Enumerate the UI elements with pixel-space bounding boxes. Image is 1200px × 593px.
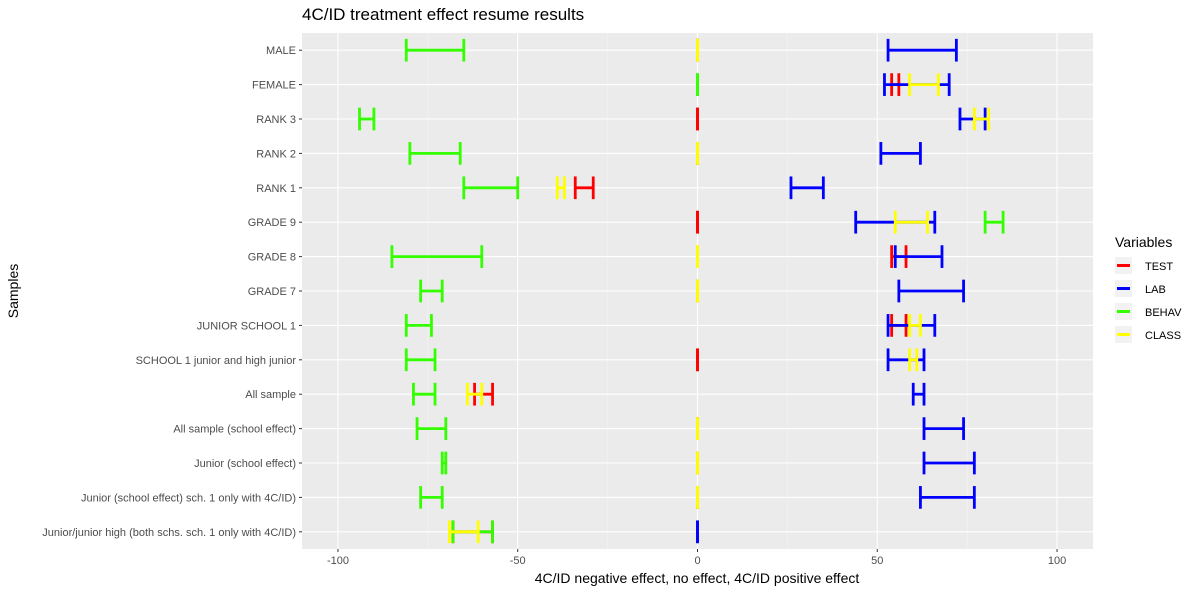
y-tick-label: Junior/junior high (both schs. sch. 1 on… [42, 527, 296, 539]
errorbar-class [893, 210, 930, 234]
errorbar-lab [886, 38, 958, 62]
y-tick-label: MALE [266, 45, 296, 57]
errorbar-class [465, 382, 484, 406]
x-tick-label: 50 [871, 555, 883, 567]
legend-label-behav: BEHAV [1145, 307, 1182, 319]
y-tick-label: GRADE 8 [248, 252, 296, 264]
errorbar-behav [415, 417, 448, 440]
y-tick-label: RANK 2 [256, 148, 296, 160]
legend-label-class: CLASS [1145, 330, 1181, 342]
errorbar-behav [404, 314, 433, 337]
errorbar-behav [358, 107, 376, 131]
legend-label-lab: LAB [1145, 284, 1166, 296]
errorbars [358, 38, 1005, 544]
errorbar-behav [462, 176, 520, 200]
errorbar-behav [404, 38, 466, 62]
errorbar-lab [789, 176, 825, 200]
errorbar-behav [419, 486, 444, 509]
errorbar-class [908, 73, 940, 96]
y-tick-label: GRADE 9 [248, 217, 296, 229]
errorbar-lab [897, 279, 965, 303]
y-tick-label: Junior (school effect) [194, 458, 296, 470]
errorbar-behav [419, 279, 444, 303]
y-tick-label: Junior (school effect) sch. 1 only with … [81, 492, 296, 504]
errorbar-class [448, 520, 480, 544]
y-tick-label: All sample (school effect) [173, 424, 296, 436]
legend-label-test: TEST [1145, 261, 1173, 273]
errorbar-class [972, 107, 991, 131]
y-tick-label: RANK 1 [256, 183, 296, 195]
errorbar-lab [879, 142, 922, 165]
errorbar-behav [983, 210, 1005, 234]
chart-title: 4C/ID treatment effect resume results [302, 5, 584, 24]
x-tick-label: -50 [510, 555, 526, 567]
series-class [448, 38, 991, 544]
errorbar-class [908, 348, 919, 372]
errorbar-behav [390, 245, 484, 268]
errorbar-behav [412, 382, 437, 406]
y-tick-label: GRADE 7 [248, 286, 296, 298]
y-tick-label: All sample [245, 389, 296, 401]
legend-title: Variables [1115, 234, 1172, 250]
y-axis-title: Samples [5, 264, 21, 318]
x-axis-ticks: -100 -50 0 50 100 [327, 549, 1066, 567]
errorbar-behav [404, 348, 437, 372]
y-tick-label: JUNIOR SCHOOL 1 [197, 320, 296, 332]
errorbar-lab [922, 417, 965, 440]
errorbar-lab [919, 486, 976, 509]
errorbar-class [555, 176, 566, 200]
errorbar-behav [440, 451, 448, 475]
legend: Variables TEST LAB BEHAV CLASS [1115, 234, 1182, 343]
x-tick-label: 100 [1048, 555, 1066, 567]
y-axis-ticks: MALE FEMALE RANK 3 RANK 2 RANK 1 GRADE 9 GRADE… [42, 45, 302, 539]
x-axis-title: 4C/ID negative effect, no effect, 4C/ID … [535, 570, 860, 586]
errorbar-lab [893, 245, 944, 268]
errorbar-class [908, 314, 922, 337]
y-tick-label: FEMALE [252, 80, 296, 92]
errorbar-lab [911, 382, 926, 406]
errorbar-test [573, 176, 595, 200]
y-tick-label: RANK 3 [256, 114, 296, 126]
y-tick-label: SCHOOL 1 junior and high junior [136, 355, 297, 367]
x-tick-label: 0 [694, 555, 700, 567]
errorbar-behav [408, 142, 462, 165]
errorbar-lab [922, 451, 976, 475]
x-tick-label: -100 [327, 555, 349, 567]
